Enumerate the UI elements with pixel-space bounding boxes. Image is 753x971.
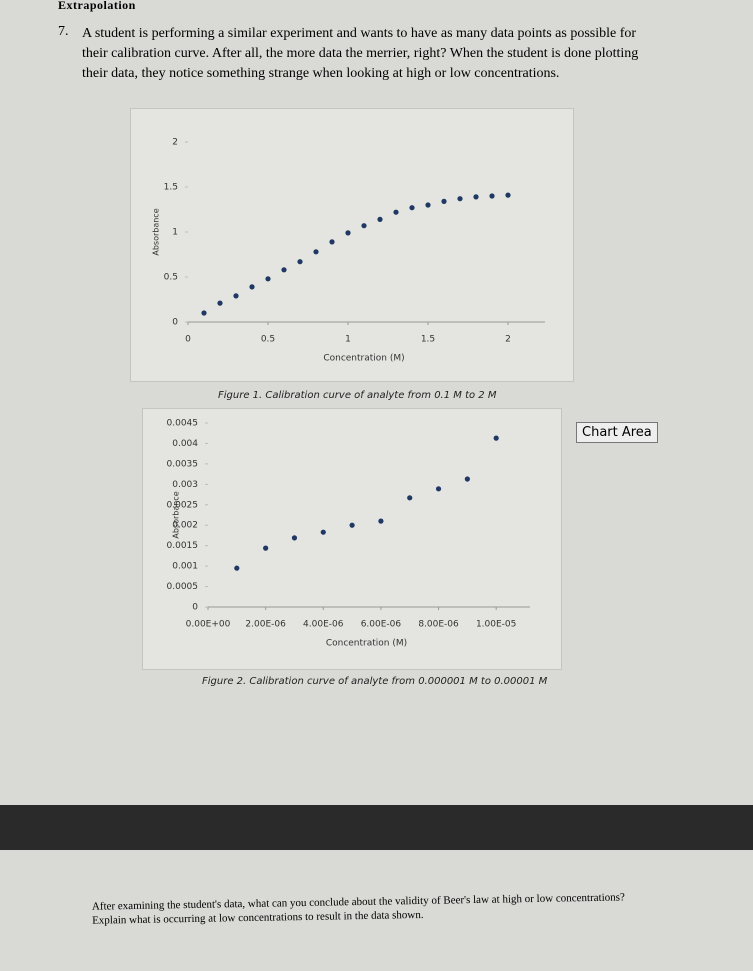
data-point bbox=[281, 267, 287, 273]
caption: Figure 2. Calibration curve of analyte f… bbox=[202, 676, 548, 687]
data-point bbox=[313, 249, 319, 255]
data-point bbox=[378, 518, 384, 524]
data-point bbox=[409, 205, 415, 211]
data-point bbox=[201, 310, 207, 316]
data-point bbox=[291, 535, 298, 541]
data-point bbox=[473, 194, 479, 200]
data-point bbox=[441, 198, 447, 204]
x-tick-label: 6.00E-06 bbox=[361, 620, 402, 630]
y-tick-label: 2 bbox=[172, 138, 178, 148]
data-point bbox=[435, 486, 442, 492]
y-tick-label: 0 bbox=[172, 318, 178, 328]
x-tick-label: 0.5 bbox=[261, 335, 275, 345]
data-point bbox=[393, 209, 399, 215]
x-tick-label: 1.00E-05 bbox=[476, 620, 516, 630]
data-point bbox=[425, 202, 431, 208]
data-point bbox=[505, 192, 511, 198]
data-point bbox=[249, 284, 255, 290]
x-tick-label: 0 bbox=[185, 335, 191, 345]
data-point bbox=[361, 223, 367, 229]
data-point bbox=[349, 522, 355, 528]
header: Extrapolation bbox=[58, 0, 136, 12]
data-point bbox=[377, 216, 383, 222]
y-tick-label: 0.002 bbox=[172, 521, 198, 531]
caption: Figure 1. Calibration curve of analyte f… bbox=[218, 390, 497, 401]
y-tick-label: 0.0035 bbox=[167, 459, 199, 469]
x-tick-label: 0.00E+00 bbox=[186, 620, 231, 630]
x-tick-label: 2 bbox=[505, 335, 511, 345]
data-point bbox=[297, 259, 303, 265]
chart-frame bbox=[142, 408, 562, 670]
y-tick-label: 0.0045 bbox=[167, 419, 199, 429]
y-tick-label: 0.001 bbox=[172, 562, 198, 572]
chart-frame bbox=[130, 108, 574, 382]
x-tick-label: 1.5 bbox=[421, 335, 435, 345]
data-point bbox=[345, 230, 351, 236]
data-point bbox=[493, 435, 499, 441]
y-tick-label: 1.5 bbox=[164, 183, 178, 193]
x-tick-label: 1 bbox=[345, 335, 351, 345]
data-point bbox=[464, 476, 470, 482]
question-number: 7. bbox=[58, 24, 69, 39]
y-axis-title: Absorbance bbox=[172, 491, 181, 538]
y-axis-title: Absorbance bbox=[152, 208, 161, 255]
question-text: A student is performing a similar experi… bbox=[82, 26, 639, 81]
data-point bbox=[320, 529, 326, 535]
y-tick-label: 0.0005 bbox=[167, 582, 199, 592]
y-tick-label: 0.0015 bbox=[167, 541, 199, 551]
x-axis-title: Concentration (M) bbox=[326, 639, 407, 649]
y-tick-label: 0.003 bbox=[172, 480, 198, 490]
x-tick-label: 8.00E-06 bbox=[418, 620, 459, 630]
tooltip: Chart Area bbox=[576, 422, 658, 443]
x-tick-label: 4.00E-06 bbox=[303, 620, 344, 630]
data-point bbox=[457, 196, 463, 202]
y-tick-label: 1 bbox=[172, 228, 178, 238]
y-tick-label: 0.004 bbox=[172, 439, 198, 449]
y-tick-label: 0 bbox=[192, 603, 198, 613]
x-tick-label: 2.00E-06 bbox=[245, 620, 286, 630]
data-point bbox=[234, 565, 240, 571]
data-point bbox=[265, 276, 271, 282]
data-point bbox=[489, 193, 495, 199]
data-point bbox=[329, 239, 335, 245]
x-axis-title: Concentration (M) bbox=[323, 354, 404, 364]
data-point bbox=[263, 545, 269, 551]
y-tick-label: 0.0025 bbox=[167, 500, 199, 510]
data-point bbox=[217, 300, 223, 306]
divider bbox=[0, 805, 753, 850]
data-point bbox=[407, 495, 413, 501]
data-point bbox=[233, 293, 239, 299]
y-tick-label: 0.5 bbox=[164, 273, 178, 283]
